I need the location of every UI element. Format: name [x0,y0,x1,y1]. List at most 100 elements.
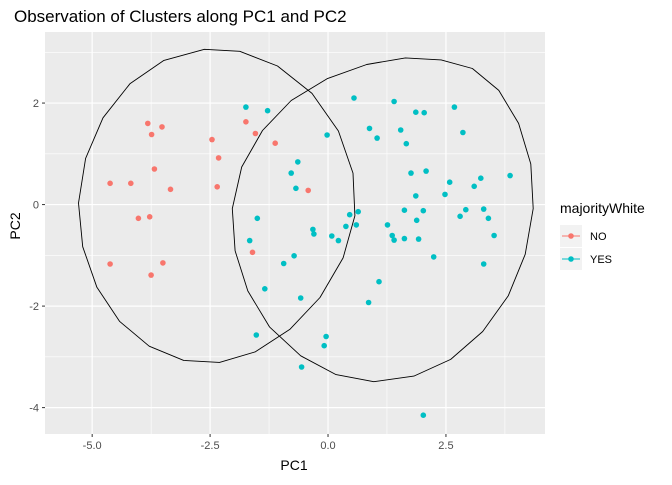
data-point-yes [329,233,335,239]
x-axis-label: PC1 [280,457,307,473]
data-point-no [252,130,259,137]
x-axis: -5.0 -2.5 0.0 2.5 [83,434,454,452]
data-point-no [305,187,312,194]
data-point-yes [463,206,469,213]
data-point-yes [491,232,497,239]
y-tick-label: -2 [29,301,39,313]
y-tick-label: 0 [33,200,39,212]
data-point-no [249,249,256,256]
data-point-yes [264,107,271,114]
legend-label-no: NO [590,231,607,243]
data-point-yes [507,172,513,179]
data-point-no [128,180,134,187]
legend-key-point [568,256,574,262]
y-axis-label: PC2 [7,212,23,239]
data-point-yes [413,217,420,224]
data-point-yes [351,95,357,101]
data-point-yes [246,237,253,244]
data-point-yes [485,215,492,222]
data-point-yes [384,222,391,228]
data-point-yes [397,127,404,133]
data-point-yes [365,299,372,306]
x-tick-label: -5.0 [83,440,102,452]
data-point-no [148,272,154,278]
data-point-yes [295,159,301,165]
data-point-yes [311,231,317,237]
data-point-yes [420,412,427,419]
data-point-yes [401,207,408,213]
data-point-no [146,214,153,220]
data-point-no [107,180,113,187]
data-point-yes [346,211,353,218]
data-point-yes [353,222,360,228]
data-point-yes [355,208,362,215]
y-tick-label: -4 [29,403,39,415]
data-point-yes [423,168,429,174]
data-point-yes [253,332,260,338]
x-tick-label: 0.0 [320,440,335,452]
grid-major [45,32,545,434]
data-point-yes [430,254,437,260]
data-point-no [145,120,151,127]
data-point-yes [366,125,373,132]
data-point-yes [457,213,463,220]
data-point-no [167,186,174,193]
data-point-no [151,166,158,172]
data-point-yes [262,286,268,292]
data-point-yes [376,278,382,285]
data-point-yes [421,109,428,116]
data-point-yes [451,104,458,110]
data-point-yes [254,215,261,222]
legend-title: majorityWhite [560,200,645,216]
data-point-yes [389,232,396,239]
y-axis: -4 -2 0 2 [29,98,45,415]
data-point-no [107,261,113,267]
data-point-yes [291,253,297,259]
data-point-no [214,184,220,190]
data-point-yes [460,129,466,136]
chart-title: Observation of Clusters along PC1 and PC… [14,7,347,26]
points [107,95,513,419]
data-point-yes [335,237,342,244]
data-point-yes [471,183,478,190]
legend-key-point [568,233,574,239]
x-tick-label: -2.5 [201,440,220,452]
data-point-yes [343,223,349,230]
legend-label-yes: YES [590,254,612,266]
ellipse-no [78,48,356,363]
data-point-no [160,260,166,266]
data-point-no [135,215,142,222]
data-point-yes [442,191,448,198]
data-point-yes [480,261,487,267]
data-point-yes [374,135,380,141]
data-point-no [215,155,222,161]
data-point-yes [401,235,408,242]
data-point-yes [298,364,305,370]
data-point-yes [413,109,419,115]
data-point-yes [413,193,419,199]
data-point-no [159,124,165,130]
data-point-yes [321,342,328,349]
data-point-yes [293,185,299,192]
data-point-yes [324,132,330,138]
data-point-yes [415,236,422,242]
ellipse-yes [231,57,534,383]
data-point-yes [446,179,453,185]
data-point-yes [408,170,414,176]
data-point-no [148,131,155,138]
data-point-no [243,119,249,125]
legend-items: NO YES [560,225,612,270]
data-point-yes [480,206,487,212]
x-tick-label: 2.5 [438,440,453,452]
data-point-no [209,136,215,143]
data-point-yes [243,104,249,110]
data-point-yes [288,170,295,176]
legend: majorityWhite NO YES [560,200,645,270]
data-point-yes [391,98,397,105]
data-point-no [272,140,279,146]
data-point-yes [280,260,287,267]
ellipses [78,48,534,383]
data-point-yes [297,295,304,301]
data-point-yes [420,207,427,214]
